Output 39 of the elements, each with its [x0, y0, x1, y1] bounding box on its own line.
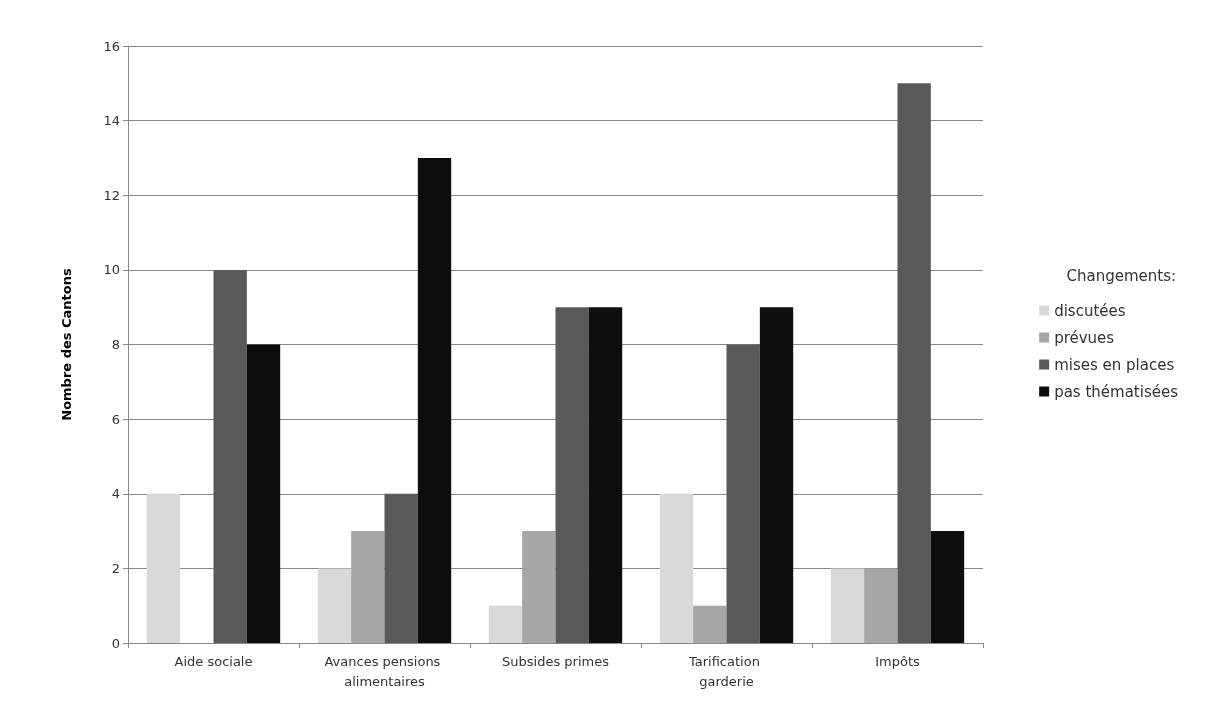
legend-label: prévues — [1054, 328, 1115, 347]
legend-title: Changements: — [1066, 266, 1176, 285]
y-tick-label: 10 — [103, 262, 120, 278]
bar — [213, 269, 247, 643]
y-tick-label: 12 — [103, 187, 120, 203]
bar — [384, 493, 418, 643]
y-tick-label: 0 — [111, 635, 120, 651]
y-axis-title: Nombre des Cantons — [59, 267, 74, 421]
bar — [864, 568, 898, 643]
bar — [897, 83, 931, 643]
bar — [146, 493, 181, 643]
y-tick-label: 14 — [103, 113, 120, 129]
bar — [246, 344, 281, 643]
bar — [317, 568, 352, 643]
bar — [488, 605, 523, 643]
legend-label: discutées — [1054, 301, 1126, 320]
y-tick-label: 16 — [103, 38, 120, 54]
x-tick-label: Aide sociale — [174, 653, 253, 669]
bar — [693, 605, 727, 643]
x-tick-label: Tarification garderie — [687, 653, 765, 689]
bar — [351, 531, 385, 643]
bar — [522, 531, 556, 643]
x-tick-label: Subsides primes — [502, 653, 610, 669]
legend-label: pas thématisées — [1054, 382, 1179, 401]
x-tick-label: Impôts — [875, 653, 921, 669]
bar — [930, 531, 965, 643]
bar — [726, 344, 760, 643]
bar — [759, 307, 794, 643]
legend-label: mises en places — [1054, 355, 1175, 374]
bar — [555, 307, 589, 643]
y-tick-label: 6 — [111, 411, 120, 427]
bar — [830, 568, 865, 643]
bar — [588, 307, 623, 643]
x-tick-label: Avances pensions alimentaires — [324, 653, 445, 689]
y-tick-label: 4 — [111, 486, 120, 502]
bar — [417, 157, 452, 643]
y-tick-label: 2 — [111, 560, 120, 576]
y-tick-label: 8 — [111, 337, 120, 352]
bar — [659, 493, 694, 643]
